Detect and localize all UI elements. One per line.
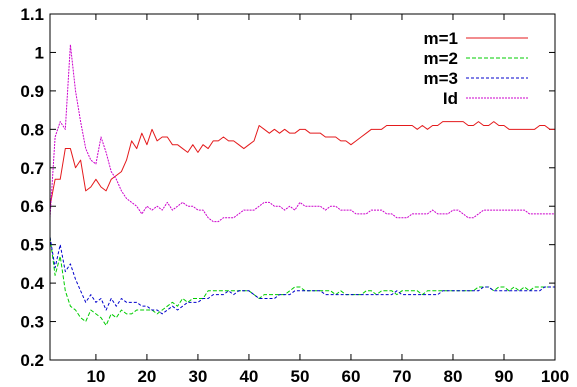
x-tick-label: 50: [290, 367, 309, 386]
y-tick-label: 1: [35, 43, 44, 62]
y-tick-label: 0.4: [20, 274, 44, 293]
series-line-m2: [49, 236, 555, 326]
axis-ticks: 0.2 0.3 0.4 0.5 0.6 0.7 0.8 0.9 1 1.1 10 20 30 40 50 60…: [20, 5, 569, 386]
y-tick-label: 0.6: [20, 197, 44, 216]
series-line-m3: [49, 236, 555, 315]
legend-label: m=3: [424, 69, 459, 88]
series-line-id: [49, 44, 555, 223]
y-tick-label: 0.3: [20, 313, 44, 332]
y-tick-label: 0.9: [20, 82, 44, 101]
series-line-m1: [49, 121, 555, 207]
legend: m=1m=2m=3Id: [424, 29, 528, 108]
x-tick-label: 20: [137, 367, 156, 386]
x-tick-label: 70: [393, 367, 412, 386]
x-tick-label: 30: [188, 367, 207, 386]
y-tick-label: 1.1: [20, 5, 44, 24]
legend-label: Id: [443, 89, 458, 108]
x-tick-label: 100: [541, 367, 569, 386]
y-tick-label: 0.7: [20, 159, 44, 178]
x-tick-label: 90: [495, 367, 514, 386]
legend-label: m=1: [424, 29, 459, 48]
plot-frame: [49, 13, 556, 361]
y-tick-label: 0.5: [20, 236, 44, 255]
x-tick-label: 80: [444, 367, 463, 386]
x-tick-label: 60: [341, 367, 360, 386]
x-tick-label: 10: [86, 367, 105, 386]
x-tick-label: 40: [239, 367, 258, 386]
y-tick-label: 0.2: [20, 351, 44, 370]
legend-label: m=2: [424, 49, 459, 68]
series-lines: [49, 44, 555, 326]
y-tick-label: 0.8: [20, 120, 44, 139]
